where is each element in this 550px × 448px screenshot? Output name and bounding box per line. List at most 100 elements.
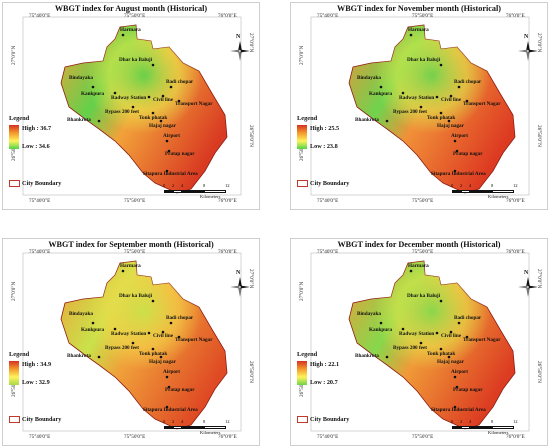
map-panel-3: WBGT index for September month (Historic… <box>2 238 260 446</box>
map-title: WBGT index for November month (Historica… <box>337 4 501 13</box>
place-label: Civil line <box>441 97 462 103</box>
legend: Legend High : 34.9 Low : 32.9 <box>9 351 69 386</box>
place-marker <box>159 355 163 359</box>
place-marker <box>151 347 155 351</box>
place-label: Kankpura <box>369 327 393 333</box>
legend-low: Low : 32.9 <box>22 379 50 386</box>
place-label: Transport Nagar <box>463 101 501 107</box>
place-marker <box>147 95 151 99</box>
place-label: Tonk phatak <box>139 351 168 357</box>
coord-label: 75°50'0"E <box>412 249 434 255</box>
place-marker <box>167 149 171 153</box>
map-title: WBGT index for September month (Historic… <box>48 240 214 249</box>
map-frame <box>310 16 530 196</box>
scale-tick: 2 <box>460 419 463 424</box>
place-marker <box>435 331 439 335</box>
place-label: Radway Station <box>111 331 147 337</box>
north-arrow-icon: N <box>517 34 539 63</box>
place-marker <box>177 99 181 103</box>
north-label: N <box>236 270 241 276</box>
legend-gradient <box>297 125 307 149</box>
place-label: Pratap nagar <box>165 151 195 157</box>
place-label: Transport Nagar <box>175 101 213 107</box>
place-label: Bhankrota <box>67 117 91 123</box>
place-marker <box>449 330 453 334</box>
coord-label: 27°0'0"N <box>299 45 305 65</box>
place-label: Radway Station <box>399 331 435 337</box>
place-marker <box>151 111 155 115</box>
scale-bar: 0 2 4 8 12 Kilometers <box>451 419 550 435</box>
place-marker <box>161 330 165 334</box>
legend-title: Legend <box>9 351 30 358</box>
coord-label: 76°0'0"E <box>218 198 237 204</box>
place-marker <box>121 33 125 37</box>
city-boundary-legend: City Boundary <box>297 180 349 188</box>
place-label: Tonk phatak <box>427 351 456 357</box>
scale-tick: 0 <box>451 183 454 188</box>
coord-label: 26°50'0"N <box>248 361 254 383</box>
place-label: Transport Nagar <box>175 337 213 343</box>
place-marker <box>113 327 117 331</box>
coord-label: 75°40'0"E <box>317 434 339 440</box>
scale-bar: 0 2 4 8 12 Kilometers <box>163 419 263 435</box>
coord-label: 76°0'0"E <box>506 434 525 440</box>
place-marker <box>439 111 443 115</box>
place-marker <box>455 385 459 389</box>
coord-label: 76°0'0"E <box>506 198 525 204</box>
scale-tick: 2 <box>172 183 175 188</box>
place-marker <box>169 85 173 89</box>
cool-zone-overlay <box>349 261 515 429</box>
place-label: Dhar ka Baluji <box>407 57 441 63</box>
place-marker <box>165 139 169 143</box>
place-label: Badi chopar <box>166 315 194 321</box>
place-label: Badi chopar <box>166 79 194 85</box>
coord-label: 76°0'0"E <box>218 249 237 255</box>
coord-label: 27°0'0"N <box>11 45 17 65</box>
place-label: Kankpura <box>81 327 105 333</box>
place-marker <box>453 169 457 173</box>
coord-label: 75°40'0"E <box>29 249 51 255</box>
place-label: Badi chopar <box>454 315 482 321</box>
place-marker <box>455 149 459 153</box>
north-label: N <box>524 34 529 40</box>
scale-tick: 2 <box>172 419 175 424</box>
scale-tick: 12 <box>513 419 518 424</box>
legend: Legend High : 22.1 Low : 20.7 <box>297 351 357 386</box>
legend-gradient <box>297 361 307 385</box>
city-boundary-label: City Boundary <box>22 416 62 423</box>
place-label: Dhar ka Baluji <box>407 293 441 299</box>
place-marker <box>409 269 413 273</box>
city-boundary-legend: City Boundary <box>9 180 61 188</box>
place-label: Airport <box>451 133 468 139</box>
coord-label: 26°50'0"N <box>536 125 542 147</box>
map-graphic <box>310 16 530 196</box>
place-label: Dhar ka Baluji <box>119 57 153 63</box>
place-marker <box>465 99 469 103</box>
scale-unit: Kilometers <box>488 194 509 199</box>
map-panel-4: WBGT index for December month (Historica… <box>290 238 548 446</box>
scale-tick: 0 <box>163 183 166 188</box>
coord-label: 76°0'0"E <box>218 13 237 19</box>
map-panel-1: WBGT index for August month (Historical)… <box>2 2 260 210</box>
legend-high: High : 25.5 <box>310 125 340 132</box>
place-marker <box>97 119 101 123</box>
place-marker <box>439 347 443 351</box>
scale-tick: 8 <box>203 419 206 424</box>
place-label: Harmara <box>120 27 141 33</box>
place-label: Bindayaka <box>69 75 93 81</box>
map-graphic <box>22 16 242 196</box>
legend-title: Legend <box>9 115 30 122</box>
scale-tick: 8 <box>203 183 206 188</box>
scale-unit: Kilometers <box>200 430 221 435</box>
city-boundary-swatch <box>297 180 308 188</box>
scale-bar: 0 2 4 8 12 Kilometers <box>163 183 263 199</box>
coord-label: 76°0'0"E <box>218 434 237 440</box>
place-marker <box>401 327 405 331</box>
city-boundary-label: City Boundary <box>310 416 350 423</box>
place-label: Bypass 200 feet <box>105 345 140 351</box>
place-label: Pratap nagar <box>453 387 483 393</box>
map-title: WBGT index for August month (Historical) <box>54 4 208 13</box>
coord-label: 26°50'0"N <box>248 125 254 147</box>
place-marker <box>169 321 173 325</box>
scale-tick: 0 <box>451 419 454 424</box>
